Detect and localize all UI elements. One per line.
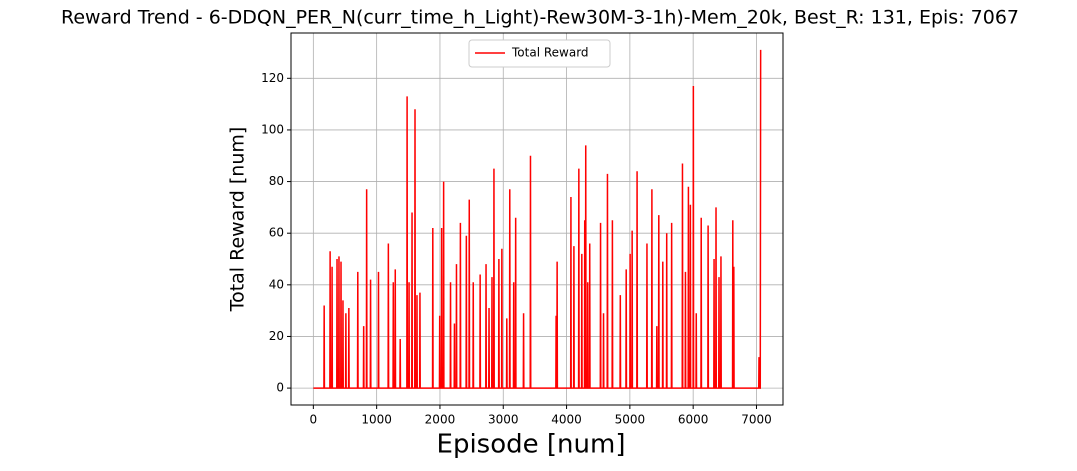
y-axis-label: Total Reward [num] — [227, 127, 249, 313]
plot — [313, 49, 762, 389]
legend-box — [468, 39, 611, 68]
x-tick-label: 2000 — [425, 413, 456, 427]
x-tick-label: 6000 — [678, 413, 709, 427]
y-tick-label: 0 — [276, 381, 284, 395]
x-tick-label: 3000 — [488, 413, 519, 427]
y-tick-label: 120 — [261, 71, 284, 85]
x-tick-label: 5000 — [615, 413, 646, 427]
legend-label: Total Reward — [511, 46, 589, 60]
y-tick-label: 40 — [269, 277, 284, 291]
legend: Total Reward — [468, 39, 611, 68]
x-tick-label: 0 — [310, 413, 318, 427]
y-tick-label: 80 — [269, 174, 284, 188]
chart-title: Reward Trend - 6-DDQN_PER_N(curr_time_h_… — [61, 7, 1019, 29]
y-tick-label: 100 — [261, 122, 284, 136]
x-tick-label: 7000 — [741, 413, 772, 427]
y-tick-label: 60 — [269, 226, 284, 240]
y-tick-label: 20 — [269, 329, 284, 343]
plot-frame — [290, 32, 784, 406]
x-tick-label: 1000 — [361, 413, 392, 427]
x-axis-label: Episode [num] — [437, 430, 626, 460]
grid — [291, 33, 783, 405]
x-tick-label: 4000 — [551, 413, 582, 427]
data-line — [313, 49, 762, 389]
